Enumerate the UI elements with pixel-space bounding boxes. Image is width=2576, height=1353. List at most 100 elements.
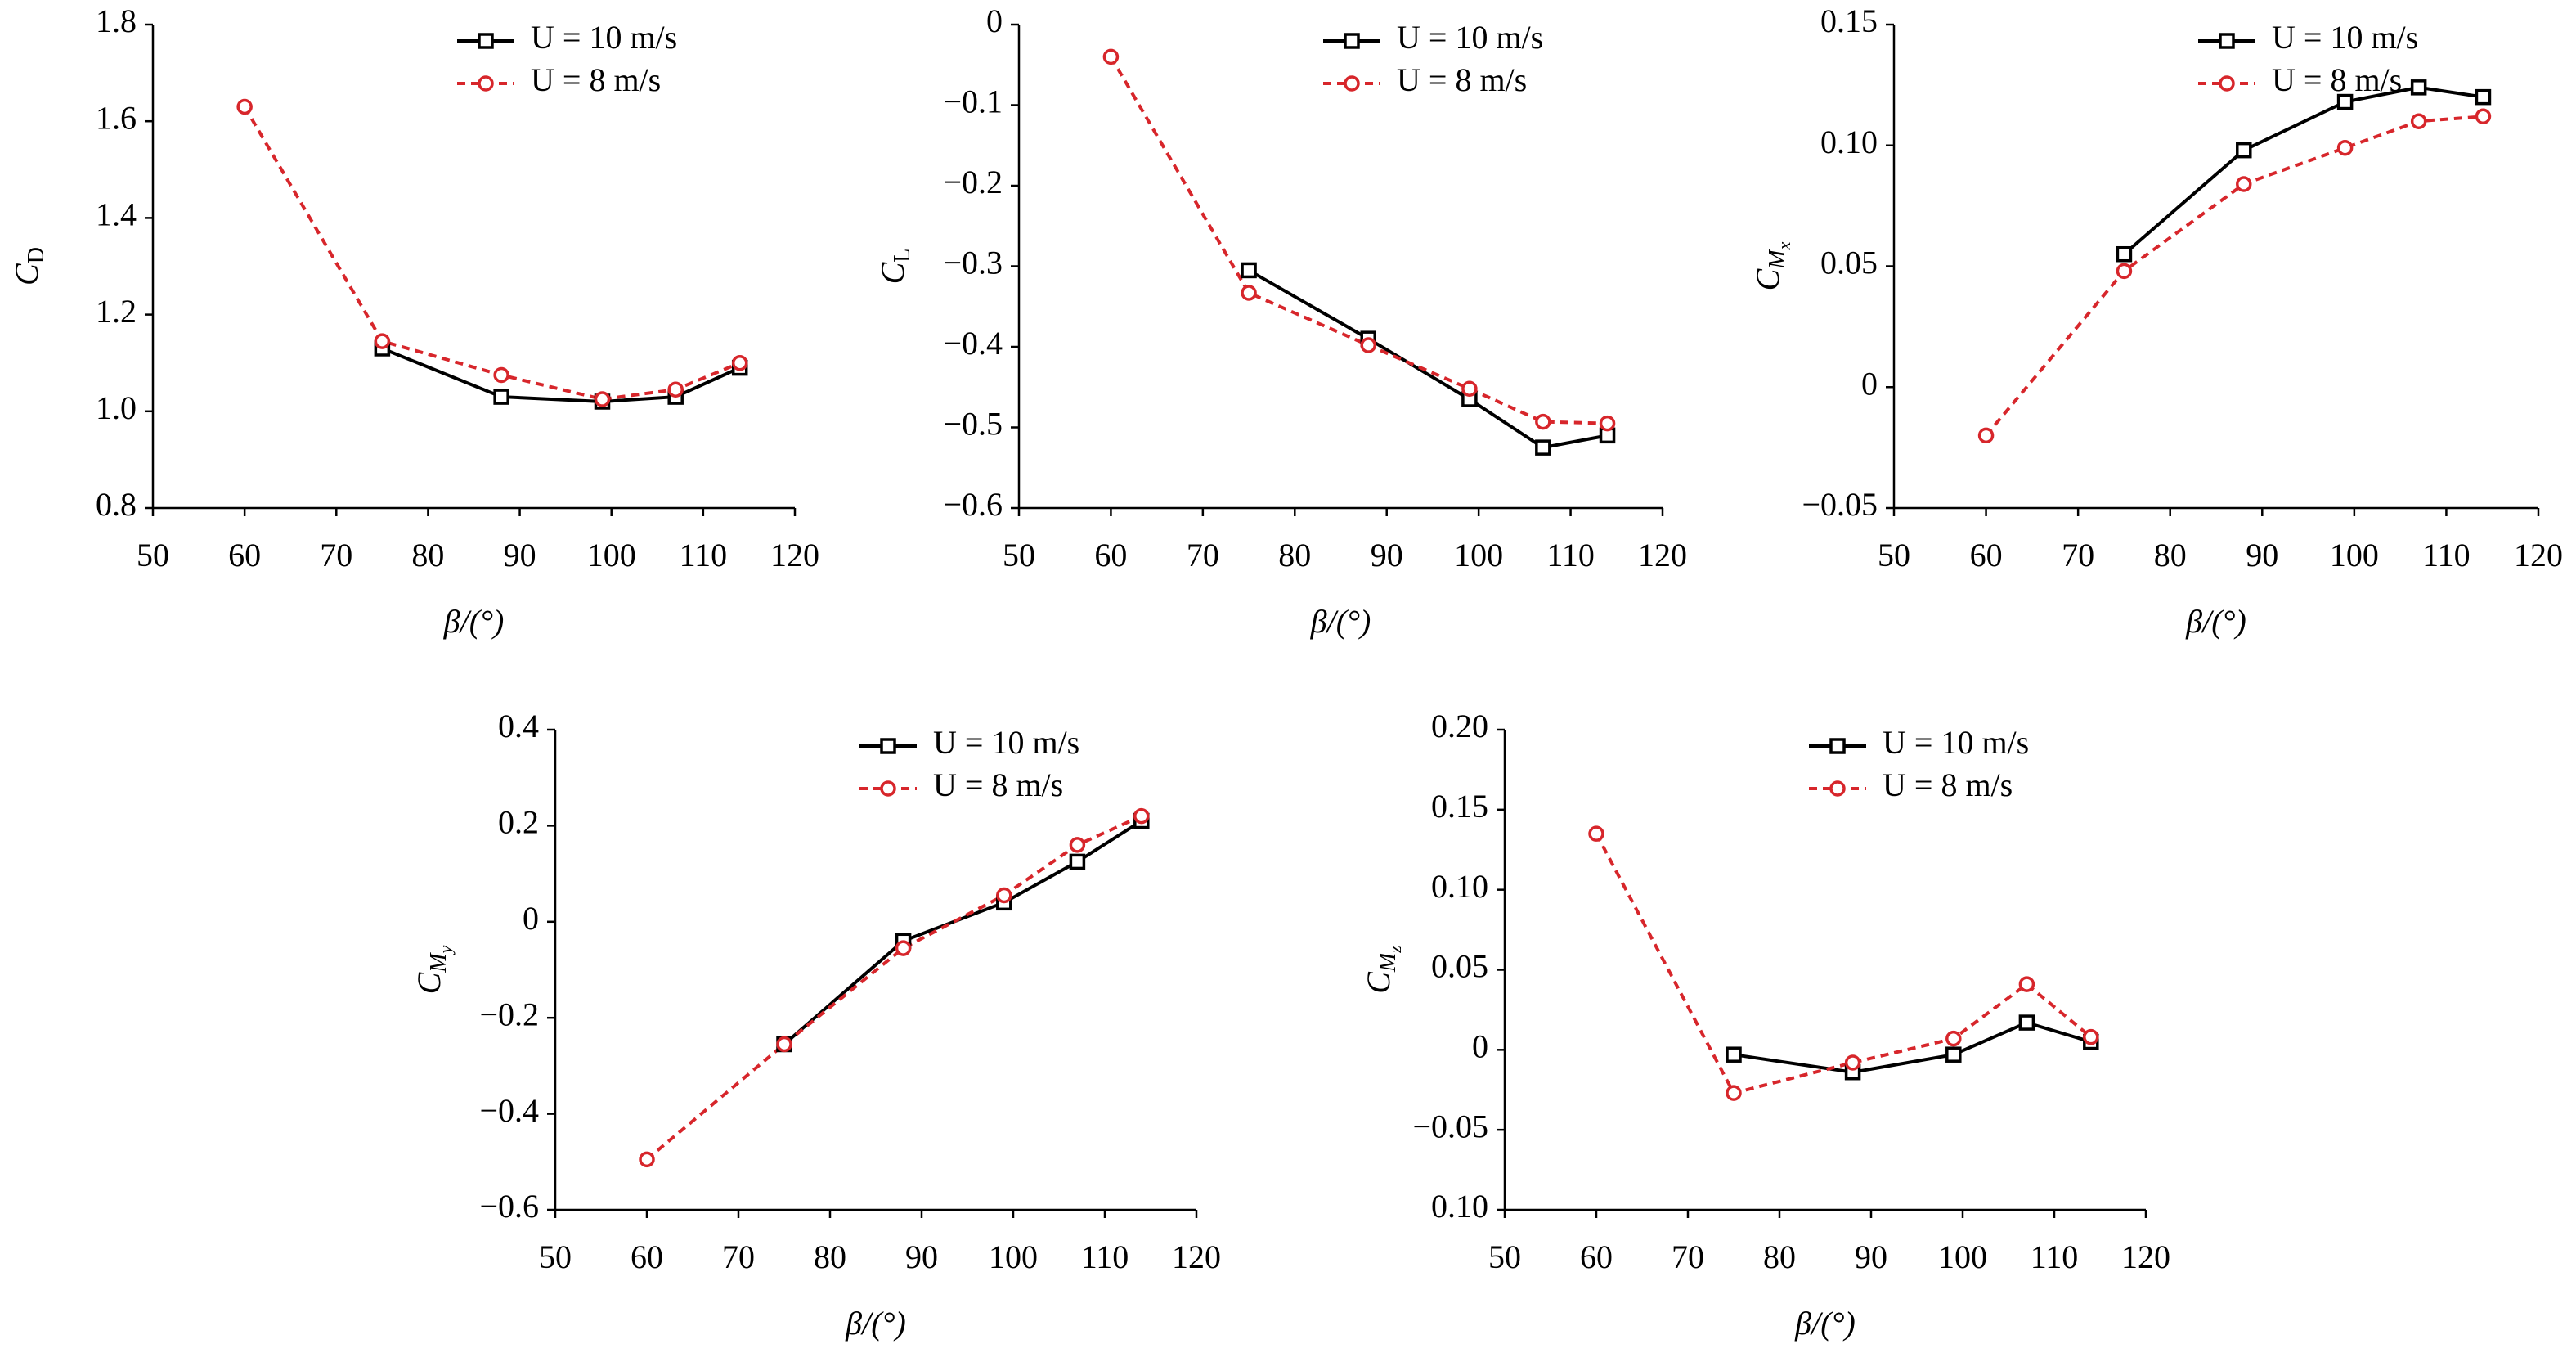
marker-circle bbox=[2018, 976, 2035, 992]
x-tick-label: 120 bbox=[770, 537, 819, 573]
marker-square bbox=[2336, 93, 2354, 110]
marker-square bbox=[1535, 439, 1551, 456]
x-tick-label: 110 bbox=[2422, 537, 2471, 573]
marker-square bbox=[2475, 88, 2492, 106]
x-tick-label: 50 bbox=[1488, 1238, 1521, 1275]
x-tick-label: 90 bbox=[2246, 537, 2278, 573]
x-tick-label: 90 bbox=[1855, 1238, 1887, 1275]
y-axis-label: CL bbox=[874, 249, 915, 285]
legend-marker bbox=[478, 33, 494, 49]
x-tick-label: 80 bbox=[1763, 1238, 1796, 1275]
x-tick-label: 90 bbox=[1371, 537, 1403, 573]
marker-circle bbox=[1360, 337, 1376, 353]
y-tick-label: 0.8 bbox=[96, 486, 137, 523]
marker-circle bbox=[493, 366, 509, 384]
x-tick-label: 110 bbox=[2031, 1238, 2079, 1275]
legend-marker bbox=[2219, 33, 2235, 49]
legend-marker bbox=[1344, 33, 1360, 49]
x-tick-label: 70 bbox=[1187, 537, 1219, 573]
x-tick-label: 80 bbox=[411, 537, 444, 573]
marker-circle bbox=[2083, 1028, 2099, 1045]
y-tick-label: 0.15 bbox=[1431, 788, 1488, 825]
marker-circle bbox=[1069, 837, 1086, 853]
y-tick-label: −0.2 bbox=[943, 164, 1003, 200]
chart: 0.10 −0.05 0 0.05 0.10 0.15 0.20 50 60 70 80 90 100 1… bbox=[1360, 708, 2170, 1342]
x-tick-label: 100 bbox=[2330, 537, 2379, 573]
y-tick-label: 0.10 bbox=[1431, 868, 1488, 905]
marker-circle bbox=[1133, 807, 1150, 825]
x-tick-label: 80 bbox=[814, 1238, 846, 1275]
series-line bbox=[1595, 833, 2093, 1095]
y-tick-label: 0.2 bbox=[498, 804, 539, 841]
y-tick-label: −0.4 bbox=[943, 325, 1003, 362]
y-axis-label: CMy bbox=[411, 945, 456, 994]
x-tick-label: 110 bbox=[1546, 537, 1595, 573]
marker-circle bbox=[1977, 427, 1995, 444]
y-tick-label: 0 bbox=[1472, 1028, 1488, 1065]
y-tick-label: 0.05 bbox=[1431, 948, 1488, 985]
marker-circle bbox=[2236, 176, 2252, 192]
legend-marker bbox=[2219, 75, 2235, 92]
legend-label: U = 8 m/s bbox=[933, 766, 1063, 803]
y-tick-label: 0.15 bbox=[1820, 2, 1878, 39]
marker-square bbox=[2018, 1014, 2035, 1031]
marker-circle bbox=[1461, 380, 1478, 397]
y-tick-label: 1.8 bbox=[96, 2, 137, 39]
chart: −0.05 0 0.05 0.10 0.15 50 60 70 80 90 100 110 120 β/(… bbox=[1749, 2, 2563, 640]
x-tick-label: 50 bbox=[137, 537, 169, 573]
marker-square bbox=[2116, 245, 2133, 263]
marker-square bbox=[1945, 1046, 1962, 1063]
marker-circle bbox=[1241, 285, 1257, 301]
marker-circle bbox=[374, 333, 391, 349]
marker-circle bbox=[996, 887, 1012, 904]
legend-marker bbox=[1344, 75, 1360, 92]
y-tick-label: 0.20 bbox=[1431, 708, 1488, 744]
marker-square bbox=[1069, 853, 1086, 870]
marker-circle bbox=[1844, 1054, 1861, 1071]
y-tick-label: −0.05 bbox=[1802, 486, 1878, 523]
series-line bbox=[1985, 115, 2484, 437]
y-label-sub: L bbox=[890, 249, 915, 263]
y-label-subsub: y bbox=[435, 945, 456, 955]
x-tick-label: 120 bbox=[1638, 537, 1687, 573]
y-label-sub: M bbox=[426, 952, 451, 973]
chart: −0.6 −0.5 −0.4 −0.3 −0.2 −0.1 0 50 60 70 80 90 100 11… bbox=[874, 2, 1687, 640]
x-tick-label: 120 bbox=[2121, 1238, 2170, 1275]
x-tick-label: 60 bbox=[1970, 537, 2003, 573]
x-tick-label: 120 bbox=[2514, 537, 2563, 573]
x-tick-label: 110 bbox=[680, 537, 728, 573]
x-tick-label: 50 bbox=[1003, 537, 1035, 573]
series-line bbox=[2123, 85, 2484, 256]
marker-circle bbox=[731, 354, 748, 371]
y-tick-label: 0.4 bbox=[498, 708, 539, 744]
x-axis-label: β/(°) bbox=[1794, 1305, 1856, 1342]
legend-label: U = 8 m/s bbox=[531, 61, 661, 98]
legend-label: U = 10 m/s bbox=[1397, 19, 1543, 56]
marker-circle bbox=[236, 98, 253, 115]
legend-label: U = 10 m/s bbox=[531, 19, 677, 56]
marker-circle bbox=[1102, 48, 1120, 65]
y-label-sub: M bbox=[1376, 951, 1401, 973]
y-tick-label: −0.3 bbox=[943, 245, 1003, 281]
x-tick-label: 70 bbox=[722, 1238, 755, 1275]
y-label-sub: D bbox=[24, 247, 49, 263]
series-line bbox=[645, 814, 1142, 1161]
x-axis-label: β/(°) bbox=[2185, 603, 2246, 640]
chart: −0.6 −0.4 −0.2 0 0.2 0.4 50 60 70 80 90 100 110 120 β/… bbox=[411, 708, 1221, 1342]
y-tick-label: −0.1 bbox=[943, 83, 1003, 120]
x-tick-label: 90 bbox=[905, 1238, 938, 1275]
marker-circle bbox=[2336, 139, 2354, 156]
x-tick-label: 80 bbox=[1278, 537, 1311, 573]
x-tick-label: 50 bbox=[1878, 537, 1910, 573]
legend-label: U = 8 m/s bbox=[1883, 766, 2013, 803]
x-tick-label: 70 bbox=[320, 537, 352, 573]
series-line bbox=[1109, 56, 1608, 425]
chart: 0.8 1.0 1.2 1.4 1.6 1.8 50 60 70 80 90 100 110 120 β/(… bbox=[8, 2, 819, 640]
x-axis-label: β/(°) bbox=[443, 603, 505, 640]
marker-square bbox=[2410, 79, 2427, 96]
marker-circle bbox=[1588, 825, 1604, 842]
marker-circle bbox=[2116, 263, 2133, 280]
legend-label: U = 10 m/s bbox=[1883, 724, 2029, 761]
marker-circle bbox=[2475, 108, 2492, 125]
